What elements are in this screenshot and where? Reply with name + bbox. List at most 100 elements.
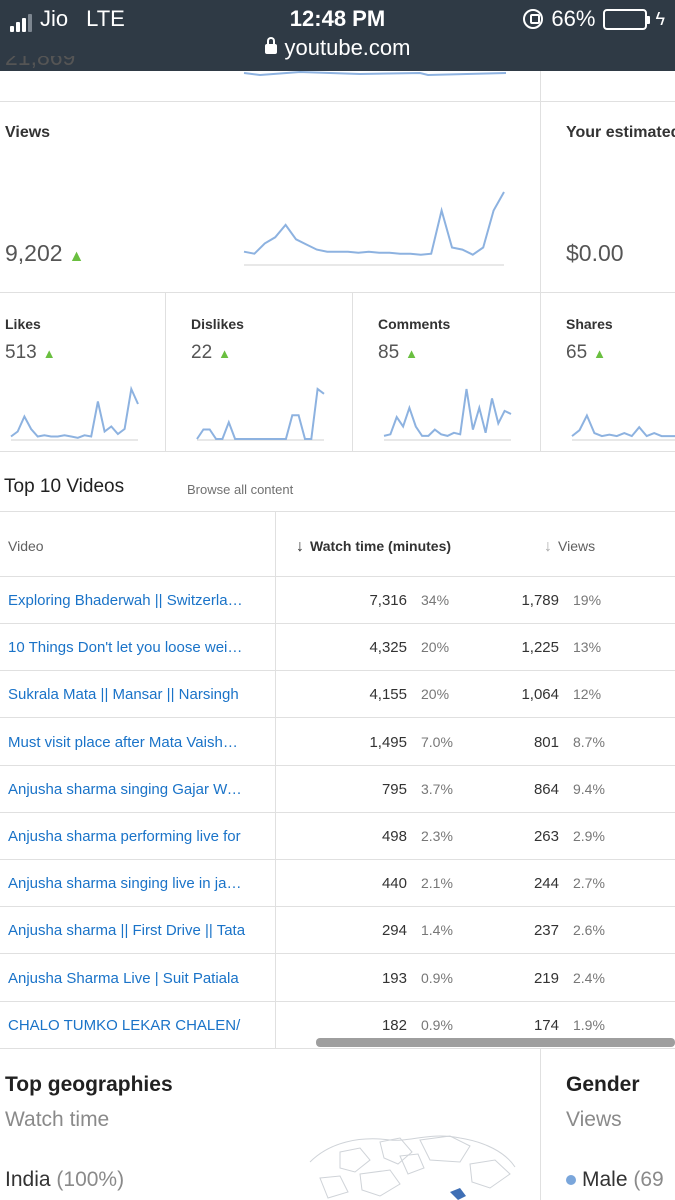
table-top-border (0, 511, 675, 512)
views-value: 1,225 (521, 639, 559, 657)
watch-time-value: 498 (381, 828, 407, 845)
watch-time-percent: 2.3% (421, 828, 453, 844)
gender-label: Male (582, 1168, 628, 1191)
dislikes-sparkline (196, 387, 325, 441)
likes-value: 513 ▲ (5, 342, 56, 364)
watch-time-value: 440 (381, 875, 407, 893)
sort-arrow-down-icon: ↓ (296, 538, 304, 555)
views-number: 9,202 (5, 240, 63, 266)
shares-sparkline (571, 413, 675, 441)
trend-up-icon: ▲ (42, 346, 56, 361)
likes-number: 513 (5, 342, 37, 363)
watch-time-value: 193 (381, 969, 407, 987)
dislikes-value: 22 ▲ (191, 342, 231, 364)
watch-time-value: 294 (381, 922, 407, 940)
watch-time-header-label: Watch time (minutes) (310, 538, 452, 554)
views-percent: 13% (573, 639, 602, 656)
top-partial-sparkline (243, 71, 507, 77)
table-row[interactable]: Anjusha sharma singing live in jammu 440 2… (0, 860, 675, 908)
horizontal-scrollbar[interactable] (316, 1038, 675, 1047)
trend-up-icon: ▲ (593, 346, 607, 361)
watch-time-value: 7,316 (369, 592, 407, 609)
top-videos-title: Top 10 Videos (4, 476, 125, 497)
table-row[interactable]: Exploring Bhaderwah || Switzerland of In… (0, 577, 675, 624)
views-value: 864 (533, 780, 559, 798)
shares-title: Shares (566, 316, 613, 332)
views-card-title: Views (5, 124, 51, 141)
column-divider (275, 511, 276, 1048)
video-title-link[interactable]: Must visit place after Mata Vaishno Devi (8, 733, 246, 751)
sparkline-series (243, 191, 505, 256)
table-row[interactable]: Anjusha sharma || First Drive || Tata 294… (0, 907, 675, 955)
table-row[interactable]: Sukrala Mata || Mansar || Narsingh 4,155 2… (0, 671, 675, 719)
country-name: India (5, 1168, 51, 1191)
watch-time-percent: 0.9% (421, 969, 453, 986)
gender-percent: (69 (633, 1168, 664, 1191)
trend-up-icon: ▲ (218, 346, 232, 361)
watch-time-percent: 20% (421, 686, 450, 703)
table-header-border (0, 576, 675, 577)
video-title-link[interactable]: Anjusha sharma singing Gajar Wala (8, 780, 246, 798)
column-header-watch-time[interactable]: ↓ Watch time (minutes) (296, 538, 451, 556)
sparkline-series (571, 413, 675, 438)
table-row[interactable]: Anjusha sharma performing live for 498 2.3… (0, 813, 675, 860)
top-geographies-subtitle: Watch time (5, 1108, 110, 1131)
country-percent: (100%) (56, 1168, 125, 1191)
divider (540, 1048, 541, 1200)
table-row[interactable]: 10 Things Don't let you loose weight 4,32… (0, 624, 675, 672)
watch-time-value: 795 (381, 780, 407, 798)
table-row[interactable]: Must visit place after Mata Vaishno Devi… (0, 719, 675, 766)
video-title-link[interactable]: Anjusha sharma performing live for (8, 828, 241, 845)
views-percent: 12% (573, 686, 602, 703)
top-geographies-title: Top geographies (5, 1073, 173, 1096)
table-row[interactable]: Anjusha sharma singing Gajar Wala 795 3.7%… (0, 766, 675, 813)
views-card-value: 9,202 ▲ (5, 240, 84, 267)
network-type: LTE (86, 6, 125, 31)
views-value: 244 (533, 875, 559, 893)
divider (165, 292, 166, 452)
table-row[interactable]: CHALO TUMKO LEKAR CHALEN/182 0.9% 174 1.9% (0, 1002, 675, 1049)
carrier-name: Jio (40, 6, 69, 31)
trend-up-icon: ▲ (68, 248, 85, 265)
sparkline-series (383, 388, 512, 437)
watch-time-percent: 2.1% (421, 875, 453, 892)
divider (352, 292, 353, 452)
watch-time-percent: 20% (421, 639, 450, 656)
video-title-link[interactable]: 10 Things Don't let you loose weight (8, 639, 246, 657)
dislikes-title: Dislikes (191, 316, 244, 332)
views-value: 174 (533, 1016, 559, 1034)
lock-icon (264, 37, 277, 54)
video-title-link[interactable]: Anjusha sharma singing live in jammu (8, 875, 246, 893)
views-value: 219 (533, 969, 559, 987)
views-sparkline (243, 191, 505, 266)
watch-time-percent: 0.9% (421, 1016, 453, 1033)
address-bar[interactable]: youtube.com (0, 35, 675, 61)
divider (0, 101, 675, 102)
video-title-link[interactable]: Anjusha sharma || First Drive || Tata (8, 922, 246, 940)
sort-arrow-icon: ↓ (544, 538, 552, 555)
views-percent: 9.4% (573, 780, 605, 797)
battery-percent: 66% (551, 6, 596, 31)
video-title-link[interactable]: Sukrala Mata || Mansar || Narsingh (8, 686, 239, 704)
divider (0, 292, 675, 293)
clock: 12:48 PM (289, 6, 386, 31)
video-title-link[interactable]: Exploring Bhaderwah || Switzerland of In… (8, 592, 246, 609)
top-partial-left-value: 21,869 (5, 56, 76, 70)
column-header-views[interactable]: ↓ Views (544, 538, 595, 556)
legend-dot-icon (566, 1175, 576, 1186)
browse-all-content-link[interactable]: Browse all content (187, 482, 294, 497)
video-title-link[interactable]: Anjusha Sharma Live | Suit Patiala (8, 969, 239, 987)
sparkline-series (196, 387, 325, 440)
watch-time-value: 1,495 (369, 733, 407, 751)
battery-icon (603, 8, 651, 30)
comments-value: 85 ▲ (378, 342, 418, 364)
views-percent: 8.7% (573, 733, 605, 750)
orientation-lock-icon (523, 9, 544, 29)
carrier-info: Jio LTE (10, 6, 143, 32)
watch-time-percent: 3.7% (421, 780, 453, 797)
watch-time-percent: 34% (421, 592, 450, 608)
table-row[interactable]: Anjusha Sharma Live | Suit Patiala 193 0.9… (0, 955, 675, 1002)
views-value: 801 (533, 733, 559, 751)
views-value: 1,064 (521, 686, 559, 704)
video-title-link[interactable]: CHALO TUMKO LEKAR CHALEN/ (8, 1016, 241, 1034)
